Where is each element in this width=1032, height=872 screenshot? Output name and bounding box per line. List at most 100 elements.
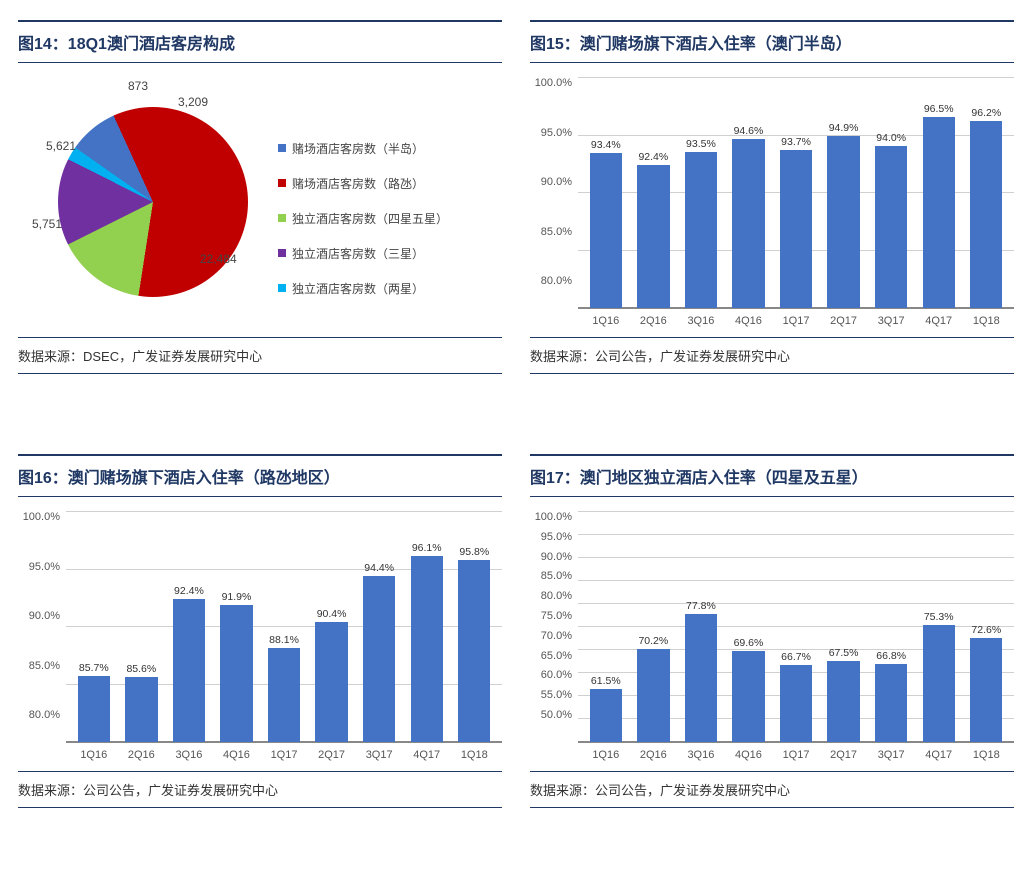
bar-rect [590,153,622,308]
panel-title: 图17：澳门地区独立酒店入住率（四星及五星） [530,470,868,487]
panel-title-bar: 图17：澳门地区独立酒店入住率（四星及五星） [530,454,1014,497]
legend-swatch [278,284,286,292]
x-tick: 1Q17 [772,315,820,327]
bar-rect [220,605,252,742]
bar: 70.2% [630,511,678,742]
bar-chart-17: 100.0%95.0%90.0%85.0%80.0%75.0%70.0%65.0… [530,511,1014,761]
bar: 67.5% [820,511,868,742]
panel-14: 图14：18Q1澳门酒店客房构成 3,20922,4845,7515,62187… [18,20,502,374]
bar-value-label: 75.3% [924,611,954,623]
y-tick: 80.0% [541,590,572,602]
y-tick: 80.0% [541,275,572,287]
bar-value-label: 94.0% [876,132,906,144]
bar-rect [875,146,907,308]
y-tick: 70.0% [541,630,572,642]
panel-source: 数据来源：公司公告，广发证券发展研究中心 [530,337,1014,374]
pie-slice-label: 5,751 [32,217,62,231]
x-tick: 1Q16 [582,749,630,761]
bar: 93.4% [582,77,630,308]
bar: 92.4% [165,511,213,742]
legend-label: 独立酒店客房数（三星） [292,245,424,262]
bar: 94.0% [867,77,915,308]
panel-source: 数据来源：公司公告，广发证券发展研究中心 [18,771,502,808]
plot-area: 61.5%70.2%77.8%69.6%66.7%67.5%66.8%75.3%… [578,511,1014,743]
x-tick: 4Q17 [915,749,963,761]
x-tick: 2Q17 [820,749,868,761]
bar-value-label: 90.4% [317,608,347,620]
bar: 85.7% [70,511,118,742]
panel-title-bar: 图16：澳门赌场旗下酒店入住率（路氹地区） [18,454,502,497]
y-tick: 75.0% [541,610,572,622]
bar: 77.8% [677,511,725,742]
x-tick: 2Q17 [820,315,868,327]
bar-rect [125,677,157,742]
bar-chart-16: 100.0%95.0%90.0%85.0%80.0%85.7%85.6%92.4… [18,511,502,761]
bar-value-label: 93.7% [781,136,811,148]
bar-rect [78,676,110,742]
pie-slice-label: 22,484 [200,252,237,266]
bar-value-label: 66.8% [876,650,906,662]
bar-rect [411,556,443,742]
legend-swatch [278,144,286,152]
bar-value-label: 85.6% [126,663,156,675]
bar: 95.8% [451,511,499,742]
bar-rect [315,622,347,742]
bar: 94.9% [820,77,868,308]
legend-swatch [278,214,286,222]
bar-value-label: 66.7% [781,651,811,663]
bar-value-label: 88.1% [269,634,299,646]
y-tick: 90.0% [29,610,60,622]
x-tick: 1Q17 [260,749,308,761]
y-tick: 100.0% [23,511,60,523]
bar-rect [732,651,764,742]
bar: 88.1% [260,511,308,742]
bar-value-label: 61.5% [591,675,621,687]
bar-rect [685,152,717,308]
panel-17: 图17：澳门地区独立酒店入住率（四星及五星） 100.0%95.0%90.0%8… [530,454,1014,808]
x-tick: 4Q17 [915,315,963,327]
x-tick: 2Q16 [630,749,678,761]
bar: 75.3% [915,511,963,742]
bar: 61.5% [582,511,630,742]
bar-rect [268,648,300,742]
legend-item: 赌场酒店客房数（路氹） [278,175,502,192]
bar-rect [732,139,764,308]
panel-16: 图16：澳门赌场旗下酒店入住率（路氹地区） 100.0%95.0%90.0%85… [18,454,502,808]
bar-value-label: 93.5% [686,138,716,150]
legend-item: 独立酒店客房数（四星五星） [278,210,502,227]
bar-rect [875,664,907,742]
y-tick: 95.0% [541,531,572,543]
bar-value-label: 94.4% [364,562,394,574]
y-tick: 100.0% [535,511,572,523]
panel-title: 图14：18Q1澳门酒店客房构成 [18,36,235,53]
bar: 92.4% [630,77,678,308]
x-tick: 3Q17 [867,749,915,761]
x-tick: 1Q17 [772,749,820,761]
bar-value-label: 95.8% [459,546,489,558]
y-tick: 85.0% [541,226,572,238]
bar: 66.7% [772,511,820,742]
bar: 94.6% [725,77,773,308]
bar: 90.4% [308,511,356,742]
pie-chart: 3,20922,4845,7515,621873 赌场酒店客房数（半岛）赌场酒店… [18,77,502,327]
legend-swatch [278,249,286,257]
bar-rect [827,661,859,742]
bar: 91.9% [213,511,261,742]
bar-rect [923,117,955,308]
x-tick: 3Q16 [677,749,725,761]
bar-rect [590,689,622,742]
x-axis: 1Q162Q163Q164Q161Q172Q173Q174Q171Q18 [578,749,1014,761]
x-axis: 1Q162Q163Q164Q161Q172Q173Q174Q171Q18 [578,315,1014,327]
bar-rect [923,625,955,742]
x-axis: 1Q162Q163Q164Q161Q172Q173Q174Q171Q18 [66,749,502,761]
bar-value-label: 93.4% [591,139,621,151]
pie-slice-label: 5,621 [46,139,76,153]
y-tick: 60.0% [541,669,572,681]
panel-title-bar: 图15：澳门赌场旗下酒店入住率（澳门半岛） [530,20,1014,63]
y-tick: 85.0% [541,570,572,582]
legend-label: 独立酒店客房数（四星五星） [292,210,448,227]
bar-rect [363,576,395,742]
y-tick: 65.0% [541,650,572,662]
panel-source: 数据来源：公司公告，广发证券发展研究中心 [530,771,1014,808]
pie-slice-label: 3,209 [178,95,208,109]
